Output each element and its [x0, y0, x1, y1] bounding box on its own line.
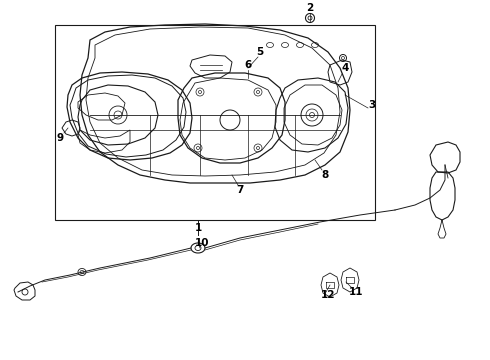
Text: 8: 8 — [321, 170, 329, 180]
Text: 7: 7 — [236, 185, 244, 195]
Text: 4: 4 — [342, 63, 349, 73]
Text: 2: 2 — [306, 3, 314, 13]
Text: 12: 12 — [321, 290, 335, 300]
Text: 6: 6 — [245, 60, 252, 70]
Text: 1: 1 — [195, 223, 201, 233]
Text: 11: 11 — [349, 287, 363, 297]
Text: 9: 9 — [56, 133, 64, 143]
Text: 10: 10 — [195, 238, 209, 248]
Bar — [55, 25, 375, 220]
Text: 3: 3 — [368, 100, 376, 110]
Text: 5: 5 — [256, 47, 264, 57]
